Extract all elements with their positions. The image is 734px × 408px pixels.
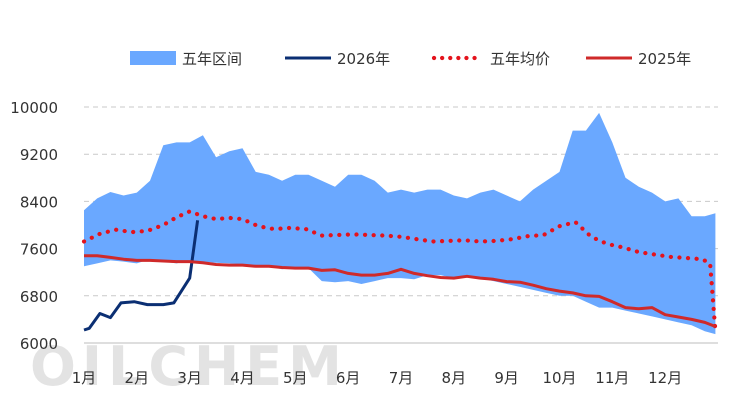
- x-tick-label: 5月: [283, 369, 308, 387]
- x-tick-label: 12月: [648, 369, 682, 387]
- x-tick-label: 4月: [230, 369, 255, 387]
- watermark-layer: OILCHEM: [30, 335, 348, 398]
- x-tick-label: 3月: [177, 369, 202, 387]
- legend: 五年区间 2026年 五年均价 2025年: [130, 50, 691, 68]
- legend-label: 五年均价: [490, 50, 550, 68]
- series-line-2: [81, 209, 718, 334]
- x-tick-label: 7月: [389, 369, 414, 387]
- legend-label: 2026年: [337, 50, 390, 68]
- band-layer: [84, 112, 716, 335]
- y-tick-label: 6800: [20, 288, 58, 306]
- series-band-five-year-range: [84, 112, 716, 335]
- y-tick-label: 10000: [10, 99, 58, 117]
- legend-swatch: [130, 51, 176, 65]
- x-tick-label: 6月: [336, 369, 361, 387]
- x-tick-label: 8月: [442, 369, 467, 387]
- legend-label: 2025年: [638, 50, 691, 68]
- series-line-3: [84, 254, 716, 328]
- x-tick-label: 10月: [542, 369, 576, 387]
- x-tick-label: 1月: [72, 369, 97, 387]
- y-tick-label: 7600: [20, 241, 58, 259]
- y-tick-label: 8400: [20, 193, 58, 211]
- lines-layer: [81, 209, 718, 334]
- x-tick-label: 9月: [494, 369, 519, 387]
- axis-layer: 6000 6800 7600 8400 9200 10000 1月 2月 3月 4月 5月 6月 7月 8…: [10, 99, 718, 387]
- y-tick-label: 6000: [20, 335, 58, 353]
- y-tick-label: 9200: [20, 146, 58, 164]
- x-tick-label: 2月: [125, 369, 150, 387]
- legend-label: 五年区间: [182, 50, 242, 68]
- series-line-1: [83, 220, 200, 332]
- watermark: OILCHEM: [30, 335, 348, 398]
- x-tick-label: 11月: [595, 369, 629, 387]
